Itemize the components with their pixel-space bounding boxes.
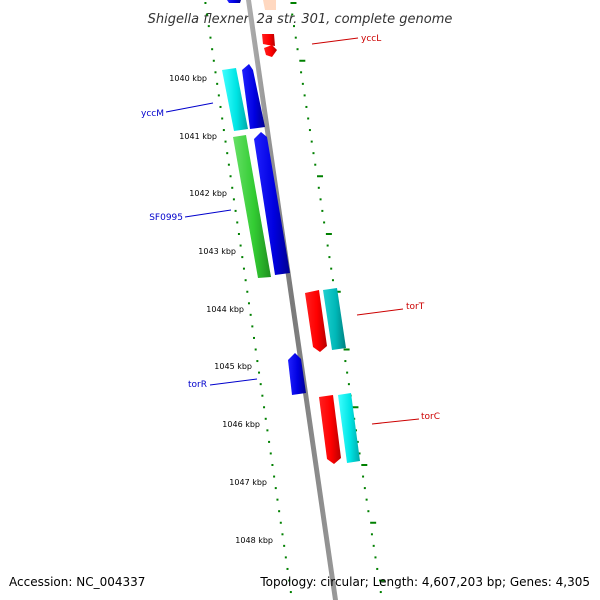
gene-torC[interactable] — [338, 393, 360, 463]
gene-SF0995[interactable] — [233, 135, 271, 278]
kbp-label: 1046 kbp — [222, 420, 260, 429]
gene-red-1046[interactable] — [319, 395, 341, 464]
gene-label-yccL[interactable]: yccL — [361, 34, 381, 44]
gene-label-SF0995-group[interactable]: SF0995 — [149, 209, 232, 223]
gene-top-fragment-blue — [227, 0, 241, 3]
gene-label-yccM-group[interactable]: yccM — [141, 102, 214, 119]
left-tick-track — [204, 2, 292, 594]
gene-label-torT[interactable]: torT — [406, 302, 425, 312]
kbp-label: 1042 kbp — [189, 189, 227, 198]
kbp-label: 1045 kbp — [214, 362, 252, 371]
gene-label-torC-group[interactable]: torC — [371, 412, 440, 425]
genome-summary-text: Topology: circular; Length: 4,607,203 bp… — [259, 575, 590, 589]
gene-blue-1040[interactable] — [242, 64, 265, 129]
kbp-label: 1041 kbp — [179, 132, 217, 141]
gene-label-torT-group[interactable]: torT — [356, 302, 425, 316]
right-tick-track — [290, 2, 386, 594]
kbp-label: 1044 kbp — [206, 305, 244, 314]
accession-text: Accession: NC_004337 — [9, 575, 145, 589]
gene-label-SF0995[interactable]: SF0995 — [149, 213, 183, 223]
gene-label-torR[interactable]: torR — [188, 380, 207, 390]
gene-label-torC[interactable]: torC — [421, 412, 440, 422]
gene-label-yccL-group[interactable]: yccL — [311, 34, 381, 45]
gene-blue-1042[interactable] — [254, 132, 290, 275]
gene-torT[interactable] — [323, 288, 346, 350]
gene-label-torR-group[interactable]: torR — [188, 378, 258, 390]
genome-backbone — [246, 0, 338, 600]
kbp-label: 1040 kbp — [169, 74, 207, 83]
gene-torR[interactable] — [288, 353, 306, 395]
kbp-label: 1047 kbp — [229, 478, 267, 487]
kbp-label: 1048 kbp — [235, 536, 273, 545]
kbp-label: 1043 kbp — [198, 247, 236, 256]
gene-yccL-arrowhead — [264, 45, 277, 57]
gene-yccM[interactable] — [222, 68, 248, 131]
gene-red-1044[interactable] — [305, 290, 327, 352]
gene-yccL[interactable] — [262, 34, 275, 46]
gene-top-fragment-peach — [263, 0, 276, 10]
kbp-ruler: 1040 kbp 1041 kbp 1042 kbp 1043 kbp 1044… — [169, 74, 273, 545]
gene-label-yccM[interactable]: yccM — [141, 109, 164, 119]
map-title: Shigella flexneri 2a str. 301, complete … — [148, 12, 453, 27]
